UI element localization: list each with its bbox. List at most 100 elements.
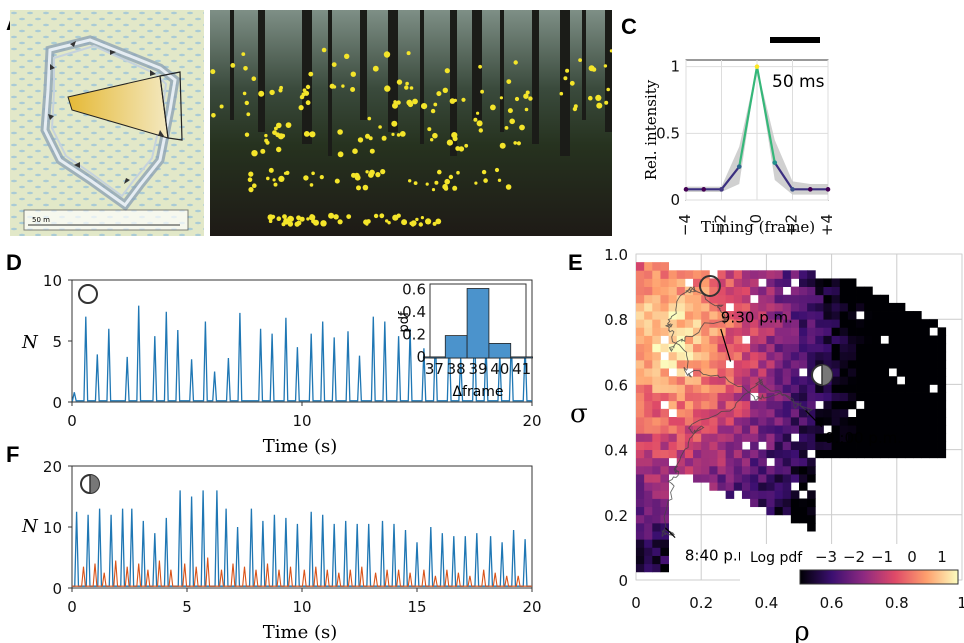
- heatmap-cell: [815, 449, 824, 459]
- firefly-light: [399, 131, 406, 137]
- heatmap-cell: [636, 384, 645, 393]
- heatmap-cell: [856, 343, 865, 353]
- heatmap-cell: [929, 433, 938, 442]
- heatmap-cell: [693, 302, 702, 312]
- heatmap-cell: [799, 286, 808, 296]
- heatmap-cell: [636, 482, 645, 491]
- heatmap-cell: [660, 319, 669, 328]
- heatmap-cell: [872, 425, 881, 434]
- heatmap-cell: [652, 262, 661, 271]
- heatmap-cell: [799, 474, 808, 483]
- firefly-light: [446, 139, 453, 146]
- heatmap-cell: [799, 408, 808, 418]
- heatmap-cell: [782, 319, 792, 328]
- firefly-light: [425, 182, 429, 186]
- heatmap-cell: [790, 311, 800, 320]
- heatmap-cell: [660, 474, 669, 483]
- heatmap-cell: [888, 311, 898, 320]
- heatmap-cell: [636, 563, 645, 573]
- heatmap-cell: [733, 474, 743, 483]
- heatmap-cell: [733, 319, 743, 328]
- firefly-light: [578, 58, 582, 62]
- heatmap-cell: [684, 286, 694, 296]
- heatmap-cell: [733, 433, 743, 442]
- firefly-light: [461, 97, 466, 102]
- firefly-light: [305, 100, 311, 106]
- heatmap-cell: [937, 400, 947, 410]
- heatmap-cell: [733, 302, 743, 312]
- heatmap-cell: [864, 335, 873, 345]
- tree-trunk: [532, 10, 539, 144]
- heatmap-cell: [684, 400, 694, 410]
- heatmap-cell: [636, 311, 645, 320]
- firefly-light: [523, 93, 529, 99]
- heatmap-cell: [807, 286, 816, 296]
- heatmap-cell: [913, 425, 922, 434]
- heatmap-cell: [660, 555, 669, 565]
- firefly-light: [509, 118, 515, 125]
- heatmap-cell: [750, 311, 759, 320]
- firefly-light: [435, 218, 442, 225]
- firefly-light: [421, 103, 428, 110]
- chart-d-xlabel: Time (s): [263, 436, 338, 457]
- heatmap-cell: [676, 417, 686, 426]
- heatmap-cell: [831, 425, 841, 434]
- heatmap-cell: [758, 449, 767, 459]
- heatmap-cell: [717, 400, 727, 410]
- heatmap-cell: [701, 368, 710, 377]
- heatmap-cell: [888, 417, 898, 426]
- heatmap-cell: [888, 392, 898, 402]
- heatmap-cell: [750, 278, 759, 287]
- inset-xtick: 37: [425, 360, 444, 378]
- heatmap-cell: [741, 359, 751, 369]
- firefly-light: [265, 140, 270, 145]
- heatmap-cell: [644, 302, 653, 312]
- chart-f-ylabel: N: [21, 516, 39, 537]
- heatmap-cell: [880, 384, 890, 393]
- heatmap-cell: [774, 359, 784, 369]
- chart-e-xtick: 0.8: [885, 594, 909, 612]
- heatmap-cell: [929, 351, 938, 361]
- annotation-label: 8:40 p.m.: [685, 546, 757, 564]
- heatmap-cell: [782, 278, 792, 287]
- heatmap-cell: [782, 498, 792, 508]
- heatmap-cell: [644, 506, 653, 516]
- firefly-light: [516, 141, 521, 146]
- firefly-light: [296, 215, 301, 221]
- chart-c-point: [790, 187, 795, 192]
- firefly-light: [260, 148, 266, 154]
- heatmap-cell: [701, 327, 710, 336]
- heatmap-cell: [921, 376, 930, 385]
- firefly-light: [275, 132, 281, 138]
- heatmap-cell: [733, 270, 743, 279]
- heatmap-cell: [790, 368, 800, 377]
- heatmap-cell: [725, 327, 735, 336]
- map-figure: 50 m: [10, 10, 204, 236]
- firefly-light: [352, 148, 358, 154]
- heatmap-cell: [709, 368, 718, 377]
- heatmap-cell: [856, 335, 865, 345]
- heatmap-cell: [668, 278, 678, 287]
- heatmap-cell: [701, 359, 710, 369]
- heatmap-cell: [766, 449, 775, 459]
- heatmap-cell: [807, 425, 816, 434]
- heatmap-cell: [741, 368, 751, 377]
- firefly-light: [303, 90, 310, 96]
- heatmap-cell: [774, 278, 784, 287]
- firefly-light: [453, 98, 457, 103]
- heatmap-cell: [823, 449, 832, 459]
- heatmap-cell: [644, 490, 653, 499]
- heatmap-cell: [733, 335, 743, 345]
- heatmap-cell: [660, 286, 669, 296]
- heatmap-cell: [888, 327, 898, 336]
- heatmap-cell: [644, 311, 653, 320]
- heatmap-cell: [725, 368, 735, 377]
- heatmap-cell: [872, 417, 881, 426]
- firefly-light: [433, 102, 438, 107]
- heatmap-cell: [676, 376, 686, 385]
- heatmap-cell: [652, 392, 661, 402]
- heatmap-cell: [750, 425, 759, 434]
- heatmap-cell: [774, 270, 784, 279]
- heatmap-cell: [904, 392, 914, 402]
- tree-trunk: [328, 10, 332, 156]
